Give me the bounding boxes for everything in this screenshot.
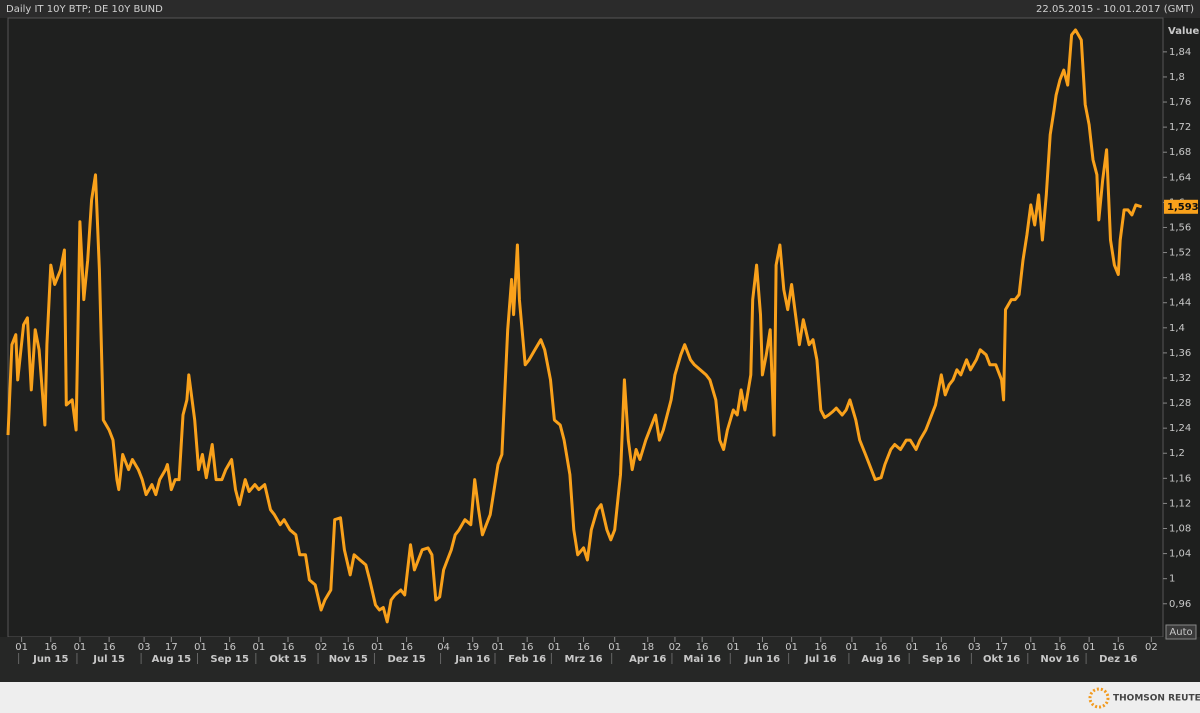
x-tick-label: 16 — [577, 642, 590, 653]
brand: THOMSON REUTERS — [1113, 694, 1200, 704]
x-tick-label: 16 — [103, 642, 116, 653]
plot-area — [7, 17, 1164, 638]
month-label: Aug 16 — [861, 654, 900, 665]
x-tick-label: 16 — [44, 642, 57, 653]
x-tick-label: 01 — [906, 642, 919, 653]
x-tick-label: 16 — [875, 642, 888, 653]
data-line — [6, 28, 1143, 624]
month-label: Jun 16 — [744, 654, 780, 665]
x-tick-label: 02 — [669, 642, 682, 653]
y-tick-label: 1,8 — [1169, 72, 1185, 83]
y-tick-label: 1,44 — [1169, 298, 1191, 309]
x-tick-label: 01 — [492, 642, 505, 653]
month-label: Dez 15 — [387, 654, 425, 665]
x-tick-label: 17 — [995, 642, 1008, 653]
x-axis-band — [0, 637, 1200, 682]
y-tick-label: 1,32 — [1169, 373, 1191, 384]
month-label: Aug 15 — [152, 654, 191, 665]
month-label: Dez 16 — [1099, 654, 1137, 665]
x-tick-label: 01 — [846, 642, 859, 653]
x-tick-label: 17 — [165, 642, 178, 653]
month-label: Jul 16 — [804, 654, 837, 665]
auto-button[interactable]: Auto — [1165, 624, 1197, 640]
chart-title: Daily IT 10Y BTP; DE 10Y BUND — [6, 4, 163, 15]
month-label: Nov 15 — [329, 654, 368, 665]
y-tick-label: 1,84 — [1169, 47, 1191, 58]
y-tick-label: 1,56 — [1169, 222, 1191, 233]
y-tick-label: 1,52 — [1169, 248, 1191, 259]
last-value-box — [1164, 199, 1198, 214]
y-tick-label: 1,64 — [1169, 172, 1191, 183]
x-tick-label: 16 — [521, 642, 534, 653]
x-tick-label: 18 — [641, 642, 654, 653]
x-tick-label: 02 — [1145, 642, 1158, 653]
x-tick-label: 01 — [194, 642, 207, 653]
x-tick-label: 16 — [1112, 642, 1125, 653]
logo-icon — [1088, 687, 1110, 709]
x-tick-label: 16 — [400, 642, 413, 653]
month-label: Jul 15 — [92, 654, 125, 665]
last-value-label: 1,593 — [1167, 202, 1199, 213]
y-tick-label: 1,12 — [1169, 498, 1191, 509]
y-tick-label: 1,28 — [1169, 398, 1191, 409]
x-tick-label: 03 — [968, 642, 981, 653]
header-bar — [0, 0, 1200, 18]
x-tick-label: 16 — [756, 642, 769, 653]
y-tick-label: 1,76 — [1169, 97, 1191, 108]
x-tick-label: 16 — [223, 642, 236, 653]
month-label: Sep 15 — [210, 654, 249, 665]
month-label: Jan 16 — [454, 654, 490, 665]
month-label: Mrz 16 — [565, 654, 603, 665]
month-label: Sep 16 — [922, 654, 961, 665]
x-tick-label: 01 — [371, 642, 384, 653]
month-label: Jun 15 — [32, 654, 68, 665]
x-tick-label: 01 — [15, 642, 28, 653]
x-tick-label: 03 — [138, 642, 151, 653]
y-tick-label: 0,96 — [1169, 599, 1191, 610]
y-tick-label: 1,04 — [1169, 549, 1191, 560]
y-tick-label: 1,36 — [1169, 348, 1191, 359]
x-tick-label: 16 — [282, 642, 295, 653]
month-label: Feb 16 — [508, 654, 546, 665]
y-tick-label: 1,72 — [1169, 122, 1191, 133]
x-tick-label: 16 — [342, 642, 355, 653]
x-tick-label: 16 — [1054, 642, 1067, 653]
auto-button-label[interactable]: Auto — [1169, 627, 1192, 638]
date-range: 22.05.2015 - 10.01.2017 (GMT) — [1036, 4, 1194, 15]
y-tick-label: 1,48 — [1169, 273, 1191, 284]
month-label: Apr 16 — [629, 654, 666, 665]
month-label: Mai 16 — [683, 654, 721, 665]
x-tick-label: 16 — [814, 642, 827, 653]
x-tick-label: 01 — [252, 642, 265, 653]
y-tick-label: 1 — [1169, 574, 1175, 585]
footer — [0, 682, 1200, 713]
y-tick-label: 1,08 — [1169, 524, 1191, 535]
x-tick-label: 16 — [935, 642, 948, 653]
y-tick-label: 1,16 — [1169, 473, 1191, 484]
x-tick-label: 01 — [785, 642, 798, 653]
x-tick-label: 01 — [74, 642, 87, 653]
y-tick-label: 1,68 — [1169, 147, 1191, 158]
x-tick-label: 01 — [1024, 642, 1037, 653]
month-label: Okt 16 — [983, 654, 1020, 665]
x-tick-label: 02 — [315, 642, 328, 653]
x-tick-label: 19 — [466, 642, 479, 653]
y-tick-label: 1,2 — [1169, 448, 1185, 459]
x-tick-label: 16 — [696, 642, 709, 653]
month-label: Nov 16 — [1040, 654, 1079, 665]
x-tick-label: 01 — [1083, 642, 1096, 653]
x-tick-label: 01 — [548, 642, 561, 653]
y-axis-label: Value — [1168, 26, 1199, 37]
y-tick-label: 1,4 — [1169, 323, 1185, 334]
y-tick-label: 1,24 — [1169, 423, 1191, 434]
x-tick-label: 01 — [727, 642, 740, 653]
logo: THOMSON REUTERS — [1088, 687, 1200, 709]
x-tick-label: 01 — [608, 642, 621, 653]
auto-button-box[interactable] — [1165, 624, 1197, 640]
month-label: Okt 15 — [269, 654, 306, 665]
x-tick-label: 04 — [437, 642, 450, 653]
